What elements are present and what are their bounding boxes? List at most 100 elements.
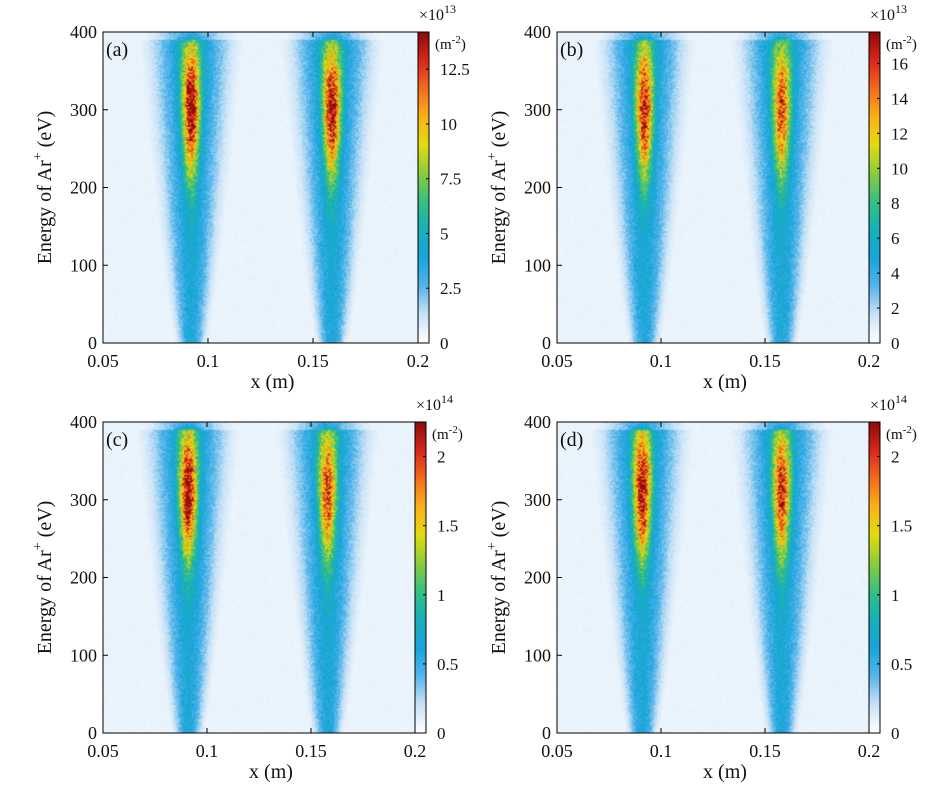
x-tick-label: 0.2 (407, 351, 430, 371)
colorbar-unit-close: ) (461, 37, 466, 53)
x-tick-label: 0.05 (541, 741, 573, 761)
colorbar-frame (417, 31, 430, 344)
colorbar-frame (868, 421, 881, 734)
x-tick-label: 0.15 (749, 741, 781, 761)
colorbar-tick-label: 2 (891, 299, 900, 318)
heatmap-image (557, 422, 869, 733)
colorbar-tick-label: 0 (891, 334, 900, 353)
colorbar-exponent: ×1013 (419, 2, 456, 24)
colorbar-tick-label: 6 (891, 229, 900, 248)
colorbar-tick-label: 16 (891, 54, 908, 73)
colorbar-tick-label: 0.5 (437, 655, 458, 674)
y-tick-label: 100 (524, 645, 551, 665)
colorbar-unit-close: ) (912, 37, 917, 53)
y-tick-label: 400 (70, 412, 97, 432)
panel-label: (b) (560, 39, 583, 61)
colorbar-exponent-base: ×10 (416, 397, 441, 414)
colorbar-tick-label: 2 (891, 448, 900, 467)
x-tick-label: 0.2 (858, 351, 881, 371)
colorbar-image (869, 422, 880, 733)
x-tick-label: 0.1 (650, 741, 673, 761)
x-tick-label: 0.15 (297, 351, 329, 371)
colorbar-tick-label: 10 (440, 115, 457, 134)
heatmap-image (557, 32, 869, 343)
y-axis-label-unit: (eV) (488, 111, 510, 153)
y-tick-label: 0 (542, 333, 551, 353)
colorbar-exponent-power: 14 (895, 392, 907, 406)
colorbar-unit-close: ) (912, 427, 917, 443)
colorbar-tick-label: 2.5 (440, 279, 461, 298)
y-tick-label: 400 (524, 412, 551, 432)
colorbar-exponent-power: 13 (895, 2, 907, 16)
colorbar-image (415, 422, 426, 733)
colorbar-unit-base: (m (435, 37, 452, 53)
colorbar-tick-label: 1.5 (891, 517, 912, 536)
colorbar-frame (868, 31, 881, 344)
panel-label: (d) (560, 429, 583, 451)
colorbar-unit: (m-2) (432, 424, 463, 443)
y-tick-label: 200 (524, 568, 551, 588)
panel-c: 0.05 0.1 0.15 0.2 0 100 200 300 400 (c) x (m) Energ… (31, 392, 463, 783)
colorbar-exponent-power: 13 (444, 2, 456, 16)
x-tick-label: 0.2 (858, 741, 881, 761)
colorbar-unit: (m-2) (886, 34, 917, 53)
colorbar-tick-label: 0 (440, 334, 449, 353)
y-tick-label: 100 (70, 255, 97, 275)
y-tick-label: 0 (88, 333, 97, 353)
y-axis-label-sup: + (31, 542, 46, 550)
y-axis-label-unit: (eV) (34, 111, 56, 153)
x-axis-label: x (m) (703, 371, 747, 393)
colorbar-tick-label: 0 (891, 724, 900, 743)
x-axis-label: x (m) (249, 761, 293, 783)
y-axis-label-sup: + (485, 152, 500, 160)
x-axis-label: x (m) (251, 371, 295, 393)
panel-label: (a) (106, 39, 128, 61)
x-tick-label: 0.1 (197, 351, 220, 371)
y-tick-label: 300 (70, 490, 97, 510)
x-tick-label: 0.15 (295, 741, 327, 761)
colorbar-tick-label: 12 (891, 124, 908, 143)
colorbar-unit-base: (m (886, 427, 903, 443)
x-tick-label: 0.05 (87, 351, 119, 371)
colorbar-tick-label: 5 (440, 224, 449, 243)
y-axis-label-base: Energy of Ar (34, 550, 56, 654)
y-tick-label: 400 (524, 22, 551, 42)
y-axis-label-sup: + (31, 152, 46, 160)
colorbar-tick-label: 4 (891, 264, 900, 283)
x-tick-label: 0.15 (749, 351, 781, 371)
y-axis-label-base: Energy of Ar (488, 550, 510, 654)
y-axis-label-unit: (eV) (34, 501, 56, 543)
colorbar-exponent-base: ×10 (870, 397, 895, 414)
y-axis-label-unit: (eV) (488, 501, 510, 543)
y-tick-label: 200 (70, 178, 97, 198)
panel-d: 0.05 0.1 0.15 0.2 0 100 200 300 400 (d) x (m) Energ… (485, 392, 917, 783)
x-axis-label: x (m) (703, 761, 747, 783)
y-tick-label: 300 (70, 100, 97, 120)
heatmap-image (103, 32, 418, 343)
y-tick-label: 400 (70, 22, 97, 42)
colorbar-unit-base: (m (432, 427, 449, 443)
colorbar-unit-base: (m (886, 37, 903, 53)
colorbar-tick-label: 1 (891, 586, 900, 605)
y-axis-label: Energy of Ar+ (eV) (485, 501, 510, 655)
y-axis-label: Energy of Ar+ (eV) (31, 111, 56, 265)
y-tick-label: 200 (524, 178, 551, 198)
y-tick-label: 0 (88, 723, 97, 743)
colorbar-tick-label: 12.5 (440, 60, 470, 79)
colorbar-exponent-base: ×10 (870, 7, 895, 24)
panel-label: (c) (106, 429, 128, 451)
colorbar-exponent: ×1014 (870, 392, 907, 414)
y-axis-label: Energy of Ar+ (eV) (485, 111, 510, 265)
colorbar-unit-close: ) (458, 427, 463, 443)
colorbar-tick-label: 0.5 (891, 655, 912, 674)
colorbar-unit: (m-2) (435, 34, 466, 53)
colorbar-exponent-power: 14 (441, 392, 453, 406)
colorbar-tick-label: 8 (891, 194, 900, 213)
colorbar-unit: (m-2) (886, 424, 917, 443)
colorbar-exponent: ×1014 (416, 392, 453, 414)
colorbar-unit-power: -2 (903, 424, 912, 436)
colorbar-exponent-base: ×10 (419, 7, 444, 24)
colorbar-tick-label: 14 (891, 89, 909, 108)
colorbar-frame (414, 421, 427, 734)
